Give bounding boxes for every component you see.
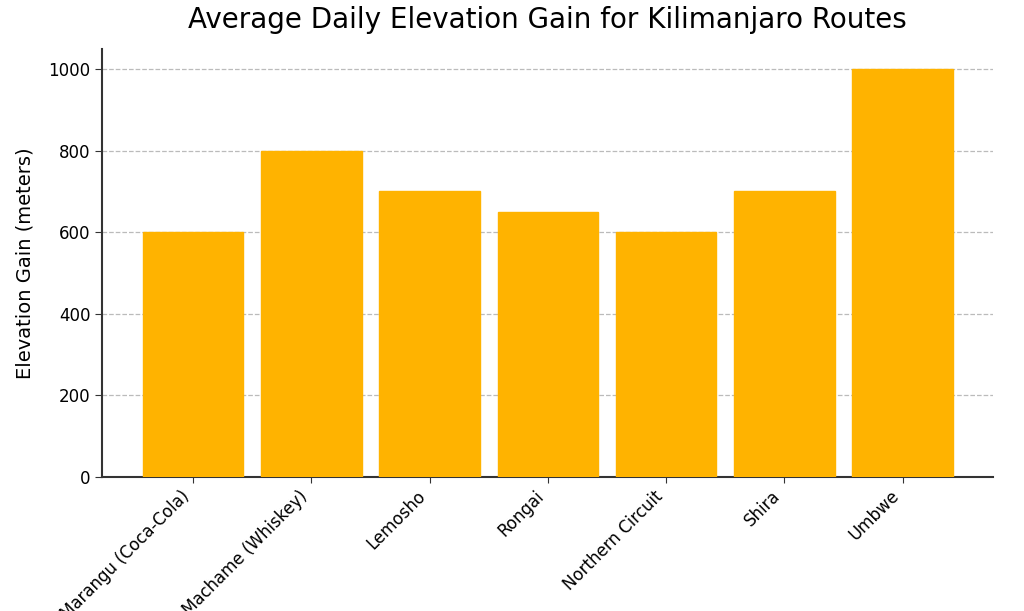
Title: Average Daily Elevation Gain for Kilimanjaro Routes: Average Daily Elevation Gain for Kiliman… — [188, 6, 907, 34]
Bar — [498, 212, 598, 477]
Bar — [852, 69, 952, 477]
Bar — [261, 151, 361, 477]
Bar — [379, 191, 480, 477]
Bar — [734, 191, 835, 477]
Bar — [143, 232, 244, 477]
Y-axis label: Elevation Gain (meters): Elevation Gain (meters) — [15, 147, 35, 379]
Bar — [615, 232, 717, 477]
